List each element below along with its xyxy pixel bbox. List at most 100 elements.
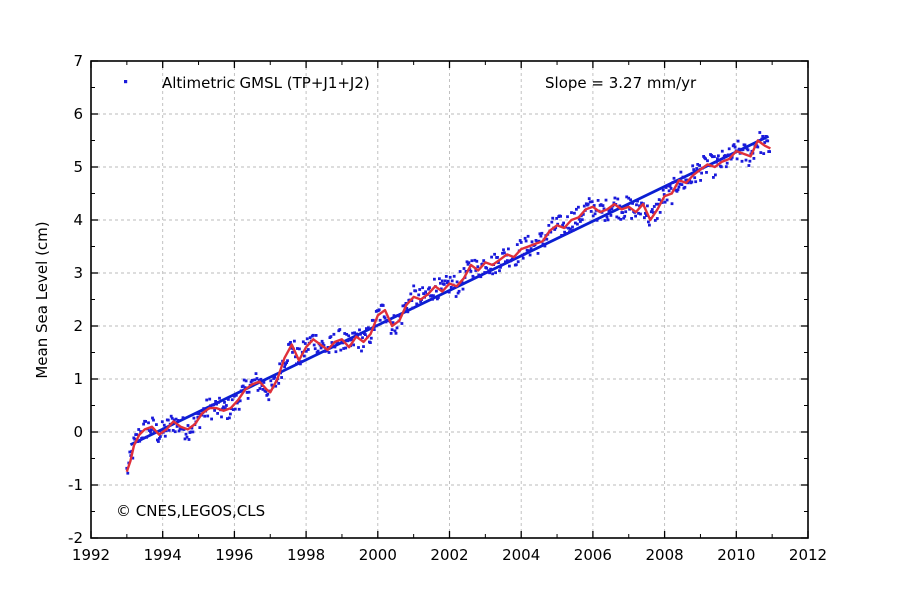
data-point bbox=[369, 341, 372, 344]
data-point bbox=[618, 204, 622, 208]
x-tick-label: 2006 bbox=[574, 546, 612, 564]
data-point bbox=[185, 435, 189, 439]
data-point bbox=[579, 220, 582, 223]
smoothed-curve-layer bbox=[125, 139, 771, 473]
data-point bbox=[169, 414, 173, 418]
data-point bbox=[141, 436, 144, 440]
data-point bbox=[181, 416, 185, 420]
data-point bbox=[424, 290, 427, 294]
data-point bbox=[341, 341, 345, 345]
data-point bbox=[724, 165, 728, 169]
data-point bbox=[438, 277, 441, 281]
data-point bbox=[208, 397, 212, 401]
data-point bbox=[334, 350, 338, 354]
data-point bbox=[243, 386, 247, 389]
data-point bbox=[693, 176, 697, 180]
data-point bbox=[553, 228, 557, 231]
data-point bbox=[359, 332, 362, 336]
altimetric-points-layer bbox=[125, 131, 771, 475]
data-point bbox=[472, 276, 476, 280]
data-point bbox=[712, 176, 715, 179]
data-point bbox=[338, 328, 342, 331]
data-point bbox=[299, 360, 303, 363]
data-point bbox=[706, 159, 709, 163]
data-point bbox=[640, 201, 643, 205]
x-tick-label: 1994 bbox=[144, 546, 182, 564]
data-point bbox=[645, 214, 648, 217]
data-point bbox=[668, 184, 672, 188]
data-point bbox=[290, 346, 293, 350]
data-point bbox=[519, 241, 523, 244]
data-point bbox=[197, 412, 201, 416]
data-point bbox=[647, 220, 650, 224]
data-point bbox=[224, 407, 227, 410]
data-point bbox=[437, 296, 440, 299]
data-point bbox=[365, 327, 368, 330]
y-tick-label: -2 bbox=[68, 529, 83, 547]
data-point bbox=[394, 331, 398, 335]
data-point bbox=[648, 223, 651, 227]
data-point bbox=[298, 347, 301, 351]
data-point bbox=[216, 412, 219, 415]
grid-lines bbox=[91, 61, 808, 538]
data-point bbox=[670, 202, 674, 206]
data-point bbox=[728, 153, 732, 157]
data-point bbox=[650, 208, 654, 211]
data-point bbox=[521, 256, 525, 260]
data-point bbox=[331, 344, 335, 348]
data-point bbox=[665, 198, 669, 202]
data-point bbox=[576, 222, 579, 226]
data-point bbox=[631, 202, 634, 205]
data-point bbox=[390, 328, 394, 332]
data-point bbox=[348, 338, 352, 342]
data-point bbox=[128, 450, 132, 454]
data-point bbox=[293, 339, 296, 343]
data-point bbox=[554, 226, 558, 230]
data-point bbox=[619, 218, 623, 221]
data-point bbox=[646, 204, 649, 208]
data-point bbox=[285, 361, 288, 364]
data-point bbox=[270, 383, 274, 387]
data-point bbox=[330, 341, 334, 344]
x-tick-label: 2012 bbox=[789, 546, 827, 564]
data-point bbox=[316, 349, 320, 353]
data-point bbox=[502, 248, 505, 252]
data-point bbox=[350, 338, 353, 342]
data-point bbox=[580, 218, 584, 222]
data-point bbox=[214, 400, 217, 403]
data-point bbox=[291, 351, 294, 354]
data-point bbox=[671, 181, 675, 184]
data-point bbox=[662, 193, 666, 196]
data-point bbox=[690, 180, 694, 184]
data-point bbox=[663, 200, 667, 204]
data-point bbox=[126, 471, 130, 475]
data-point bbox=[295, 362, 298, 366]
data-point bbox=[534, 239, 538, 242]
data-point bbox=[313, 347, 317, 351]
data-point bbox=[454, 295, 458, 298]
data-point bbox=[401, 304, 405, 308]
data-point bbox=[283, 365, 286, 369]
data-point bbox=[596, 199, 600, 202]
data-point bbox=[267, 398, 271, 402]
data-point bbox=[457, 289, 461, 293]
x-tick-label: 2002 bbox=[430, 546, 468, 564]
data-point bbox=[464, 270, 468, 273]
data-point bbox=[396, 314, 400, 317]
x-tick-label: 2004 bbox=[502, 546, 540, 564]
data-point bbox=[288, 342, 291, 346]
data-point bbox=[713, 155, 716, 158]
data-point bbox=[588, 200, 592, 204]
data-point bbox=[699, 179, 702, 182]
data-point bbox=[574, 221, 577, 225]
data-point bbox=[306, 348, 310, 351]
data-point bbox=[656, 202, 660, 206]
data-point bbox=[581, 213, 585, 216]
data-point bbox=[603, 219, 607, 222]
data-point bbox=[362, 345, 365, 348]
data-point bbox=[669, 187, 673, 190]
data-point bbox=[381, 304, 385, 307]
data-point bbox=[638, 204, 641, 208]
data-point bbox=[714, 173, 717, 177]
data-point bbox=[683, 185, 687, 189]
